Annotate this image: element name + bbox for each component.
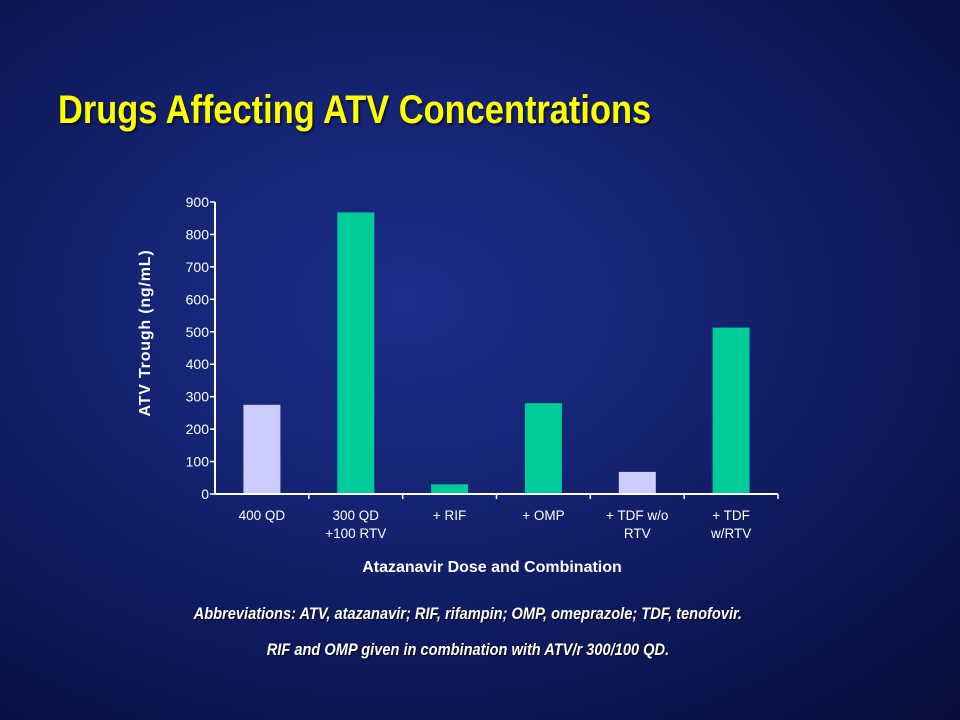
bar-5	[618, 471, 656, 494]
y-tick-label: 500	[186, 324, 210, 340]
x-category-label: + OMP	[522, 508, 564, 523]
bar-2	[337, 212, 375, 494]
x-category-label-line: 400 QD	[239, 508, 286, 523]
x-category-label-line: + OMP	[522, 508, 564, 523]
x-category-label-line: 300 QD	[332, 508, 379, 523]
x-axis-label: Atazanavir Dose and Combination	[362, 559, 622, 576]
y-axis-label: ATV Trough (ng/mL)	[137, 250, 154, 417]
abbreviations-footnote: Abbreviations: ATV, atazanavir; RIF, rif…	[0, 604, 936, 624]
axes-layer	[210, 201, 779, 499]
y-tick-label: 100	[186, 454, 210, 470]
x-category-label: + TDF w/RTV	[710, 508, 751, 541]
bar-1	[243, 404, 281, 494]
x-category-label: 300 QD +100 RTV	[325, 508, 386, 541]
combination-text: RIF and OMP given in combination with AT…	[266, 640, 670, 659]
x-category-label-line: + TDF	[712, 508, 750, 523]
bar-6	[712, 327, 750, 494]
x-category-label-line: w/RTV	[710, 526, 751, 541]
x-category-label-line: RTV	[624, 526, 651, 541]
x-category-label: 400 QD	[239, 508, 286, 523]
y-tick-labels: 0 100 200 300 400 500 600 700 800 900	[186, 194, 210, 502]
y-tick-label: 200	[186, 421, 210, 437]
bar-3	[431, 484, 469, 494]
y-tick-label: 400	[186, 356, 210, 372]
abbreviations-text: Abbreviations: ATV, atazanavir; RIF, rif…	[193, 604, 743, 623]
x-category-label-line: + TDF w/o	[606, 508, 668, 523]
bars-layer	[243, 212, 750, 494]
y-tick-label: 700	[186, 259, 210, 275]
bar-4	[524, 403, 562, 494]
x-category-label: + RIF	[433, 508, 466, 523]
combination-footnote: RIF and OMP given in combination with AT…	[0, 640, 936, 660]
y-tick-label: 0	[201, 486, 209, 502]
y-tick-label: 900	[186, 194, 210, 210]
y-tick-label: 600	[186, 291, 210, 307]
x-category-label-line: +100 RTV	[325, 526, 386, 541]
x-category-labels: 400 QD 300 QD +100 RTV + RIF + OMP + TDF w/o R…	[239, 508, 752, 541]
slide-title: Drugs Affecting ATV Concentrations	[58, 88, 652, 132]
x-category-label: + TDF w/o RTV	[606, 508, 668, 541]
y-tick-label: 300	[186, 389, 210, 405]
x-category-label-line: + RIF	[433, 508, 466, 523]
y-tick-label: 800	[186, 226, 210, 242]
